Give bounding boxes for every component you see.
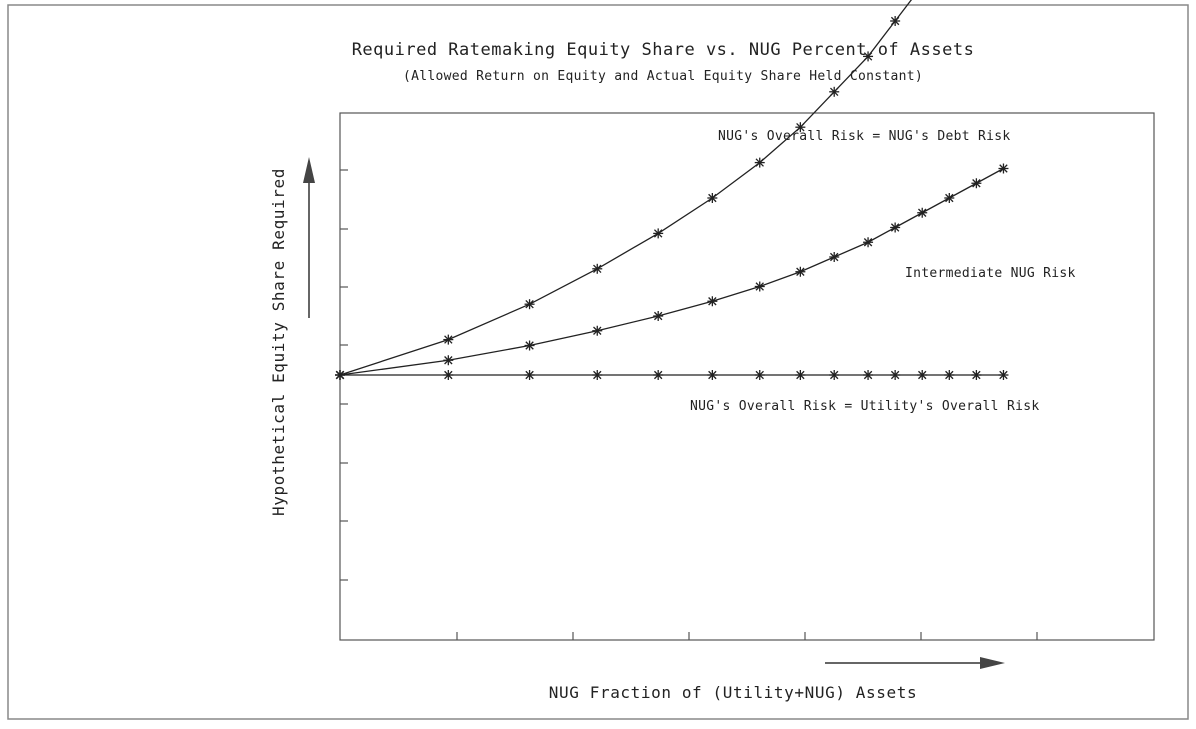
series-3-point xyxy=(653,370,664,380)
y-axis-arrow-head xyxy=(303,157,315,183)
series-line-2 xyxy=(339,167,1004,376)
series-2-point xyxy=(524,340,535,351)
series-1-point xyxy=(592,263,603,274)
series-2-point xyxy=(890,222,901,233)
series-2-point xyxy=(998,163,1009,174)
series-1 xyxy=(335,0,913,380)
series-1-point xyxy=(443,334,454,345)
series-3-point xyxy=(890,370,901,380)
series-2-point xyxy=(971,178,982,189)
series-layer xyxy=(335,0,1009,380)
x-axis-label: NUG Fraction of (Utility+NUG) Assets xyxy=(549,683,917,702)
series-3 xyxy=(335,370,1009,380)
series-1-point xyxy=(890,16,901,26)
series-3-point xyxy=(863,370,874,380)
series-2-point xyxy=(707,296,718,307)
series-2-point xyxy=(754,281,765,292)
series-1-point xyxy=(863,51,874,62)
y-axis-label: Hypothetical Equity Share Required xyxy=(269,168,288,516)
series-1-point xyxy=(707,193,718,203)
series-2-point xyxy=(944,193,955,203)
series-3-point xyxy=(917,370,928,380)
series-1-point xyxy=(524,299,535,310)
series-2-point xyxy=(917,207,928,218)
series-2-point xyxy=(795,266,806,277)
chart-title: Required Ratemaking Equity Share vs. NUG… xyxy=(352,40,975,60)
series-2-point xyxy=(592,325,603,336)
annotation-intermediate-risk: Intermediate NUG Risk xyxy=(905,266,1076,281)
plot-area-frame xyxy=(339,112,1155,641)
series-3-point xyxy=(335,370,345,380)
x-axis-arrow-head xyxy=(980,657,1005,669)
series-2-point xyxy=(829,252,840,262)
series-1-point xyxy=(795,122,806,133)
series-2-point xyxy=(863,237,874,248)
series-2-point xyxy=(653,311,664,321)
series-3-point xyxy=(998,370,1009,380)
series-1-point xyxy=(754,157,765,168)
series-3-point xyxy=(944,370,955,380)
chart-subtitle: (Allowed Return on Equity and Actual Equ… xyxy=(403,69,923,84)
series-3-point xyxy=(592,370,603,380)
series-3-point xyxy=(443,370,454,380)
series-1-point xyxy=(829,86,840,97)
series-3-point xyxy=(754,370,765,380)
axis-ticks xyxy=(340,169,1038,640)
annotation-utility-risk: NUG's Overall Risk = Utility's Overall R… xyxy=(690,399,1039,414)
series-3-point xyxy=(829,370,840,380)
series-1-point xyxy=(653,228,664,239)
series-3-point xyxy=(971,370,982,380)
series-2 xyxy=(335,163,1009,380)
series-3-point xyxy=(707,370,718,380)
series-3-point xyxy=(795,370,806,380)
figure-border xyxy=(7,4,1189,720)
series-2-point xyxy=(443,355,454,366)
annotation-debt-risk: NUG's Overall Risk = NUG's Debt Risk xyxy=(718,129,1011,144)
series-3-point xyxy=(524,370,535,380)
